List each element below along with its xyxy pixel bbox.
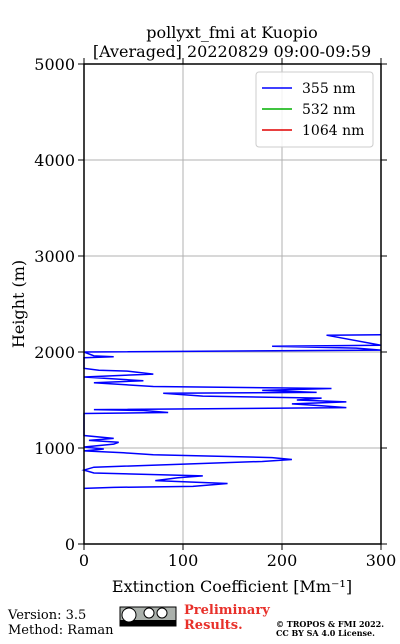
legend-label: 532 nm xyxy=(302,102,355,118)
chart-title: pollyxt_fmi at Kuopio xyxy=(146,23,317,42)
y-tick-label: 2000 xyxy=(34,343,75,362)
plot-frame xyxy=(83,63,382,545)
chart-subtitle: [Averaged] 20220829 09:00-09:59 xyxy=(93,42,371,61)
y-tick-label: 4000 xyxy=(34,151,75,170)
x-tick-label: 100 xyxy=(168,551,199,570)
y-tick-label: 0 xyxy=(65,535,75,554)
copyright: © TROPOS & FMI 2022. xyxy=(276,619,384,629)
x-tick-label: 300 xyxy=(366,551,397,570)
y-tick-label: 5000 xyxy=(34,55,75,74)
license: CC BY SA 4.0 License. xyxy=(276,628,375,638)
notice: Preliminary Results. xyxy=(184,603,270,633)
x-tick-label: 0 xyxy=(79,551,89,570)
y-tick-label: 3000 xyxy=(34,247,75,266)
y-axis-label: Height (m) xyxy=(9,260,28,348)
version: Version: 3.5 xyxy=(7,608,86,623)
legend-label: 1064 nm xyxy=(302,123,364,139)
y-tick-label: 1000 xyxy=(34,439,75,458)
data-line xyxy=(81,333,382,490)
method: Method: Raman xyxy=(8,623,114,638)
cc-logo xyxy=(119,606,177,627)
x-tick-label: 200 xyxy=(267,551,298,570)
legend-box xyxy=(255,71,374,148)
legend-label: 355 nm xyxy=(302,81,355,97)
x-axis-label: Extinction Coefficient [Mm⁻¹] xyxy=(112,577,352,596)
